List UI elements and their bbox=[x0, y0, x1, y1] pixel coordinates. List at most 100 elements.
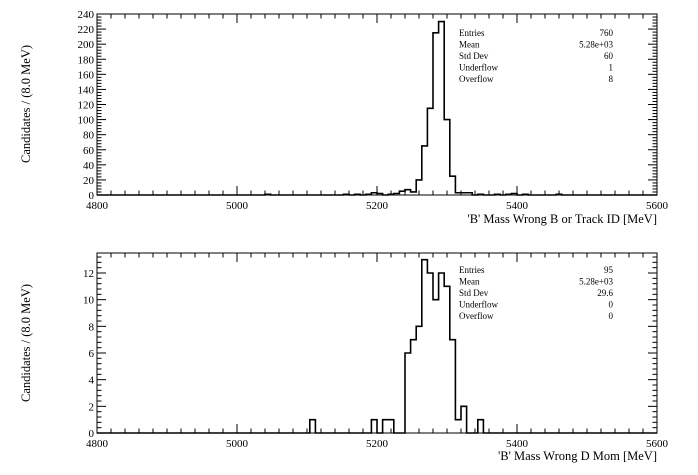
y-tick-label: 200 bbox=[78, 39, 95, 51]
y-tick-label: 40 bbox=[83, 160, 95, 172]
stats-value: 5.28e+03 bbox=[579, 277, 613, 287]
histogram-bin bbox=[265, 194, 271, 195]
y-tick-label: 0 bbox=[89, 428, 95, 440]
histogram-bin bbox=[416, 180, 422, 195]
histogram-bin bbox=[439, 273, 445, 433]
y-tick-label: 10 bbox=[83, 295, 95, 307]
histogram-bin bbox=[355, 194, 361, 195]
histogram-bin bbox=[405, 353, 411, 433]
histogram-bin bbox=[399, 191, 405, 195]
histogram-bin bbox=[427, 108, 433, 195]
histogram-bin bbox=[506, 194, 512, 195]
histogram-bin bbox=[433, 33, 439, 195]
stats-label: Std Dev bbox=[459, 51, 489, 61]
histogram-bin bbox=[383, 420, 389, 433]
stats-value: 0 bbox=[609, 300, 614, 310]
stats-value: 29.6 bbox=[597, 288, 613, 298]
x-axis-label: 'B' Mass Wrong B or Track ID [MeV] bbox=[467, 212, 657, 226]
histogram-bin bbox=[461, 406, 467, 433]
histogram-bin bbox=[388, 420, 394, 433]
x-tick-label: 5000 bbox=[226, 438, 249, 450]
plot-frame bbox=[96, 252, 658, 434]
histogram-bin bbox=[394, 193, 400, 195]
stats-label: Entries bbox=[459, 265, 485, 275]
x-tick-label: 5600 bbox=[646, 200, 669, 212]
y-tick-label: 180 bbox=[78, 54, 95, 66]
y-tick-label: 6 bbox=[89, 348, 95, 360]
x-tick-label: 5400 bbox=[506, 438, 529, 450]
y-tick-label: 100 bbox=[78, 115, 95, 127]
stats-label: Overflow bbox=[459, 74, 494, 84]
y-tick-label: 0 bbox=[89, 190, 95, 202]
histogram-bin bbox=[411, 192, 417, 195]
stats-value: 8 bbox=[609, 74, 614, 84]
histogram-bin bbox=[495, 194, 501, 195]
histogram-outline bbox=[97, 258, 657, 434]
histogram-bin bbox=[405, 190, 411, 195]
histogram-bin bbox=[444, 286, 450, 433]
x-tick-label: 5200 bbox=[366, 438, 389, 450]
histogram-bin bbox=[366, 194, 372, 195]
histogram-bin bbox=[416, 326, 422, 433]
y-tick-label: 120 bbox=[78, 100, 95, 112]
y-tick-label: 160 bbox=[78, 69, 95, 81]
histogram-panel-1: 4800 5000 5200 5400 5600 0 20 40 60 80 100 120 140 16… bbox=[19, 9, 669, 226]
stats-label: Std Dev bbox=[459, 288, 489, 298]
histogram-bin bbox=[343, 194, 349, 195]
x-tick-label: 5400 bbox=[506, 200, 529, 212]
histogram-bin bbox=[455, 193, 461, 195]
stats-value: 5.28e+03 bbox=[579, 40, 613, 50]
y-tick-label: 140 bbox=[78, 84, 95, 96]
histogram-bin bbox=[461, 193, 467, 195]
stats-value: 95 bbox=[604, 265, 614, 275]
stats-value: 0 bbox=[609, 311, 614, 321]
histogram-bin bbox=[388, 194, 394, 195]
histogram-bin bbox=[411, 340, 417, 433]
histogram-bin bbox=[455, 420, 461, 433]
histogram-bin bbox=[422, 260, 428, 433]
stats-value: 60 bbox=[604, 51, 614, 61]
plot-frame bbox=[96, 13, 658, 196]
stats-label: Mean bbox=[459, 40, 480, 50]
stats-label: Underflow bbox=[459, 300, 498, 310]
x-tick-label: 4800 bbox=[86, 200, 109, 212]
stats-value: 760 bbox=[600, 28, 614, 38]
stats-label: Entries bbox=[459, 28, 485, 38]
y-tick-label: 4 bbox=[89, 375, 95, 387]
y-axis-label: Candidates / (8.0 MeV) bbox=[19, 45, 33, 163]
stats-label: Underflow bbox=[459, 63, 498, 73]
y-axis-label: Candidates / (8.0 MeV) bbox=[19, 284, 33, 402]
histogram-bin bbox=[371, 420, 377, 433]
histogram-bin bbox=[450, 176, 456, 195]
y-tick-label: 80 bbox=[83, 130, 95, 142]
histogram-bin bbox=[478, 194, 484, 195]
histogram-bin bbox=[439, 22, 445, 195]
histogram-bin bbox=[310, 420, 316, 433]
histogram-bin bbox=[467, 193, 473, 195]
y-tick-label: 2 bbox=[89, 401, 95, 413]
y-tick-label: 20 bbox=[83, 175, 95, 187]
y-tick-label: 60 bbox=[83, 145, 95, 157]
y-tick-label: 8 bbox=[89, 321, 95, 333]
x-tick-label: 5200 bbox=[366, 200, 389, 212]
y-tick-label: 12 bbox=[83, 268, 94, 280]
stats-label: Overflow bbox=[459, 311, 494, 321]
stats-label: Mean bbox=[459, 277, 480, 287]
histogram-bin bbox=[422, 146, 428, 195]
x-tick-label: 5600 bbox=[646, 438, 669, 450]
x-tick-label: 5000 bbox=[226, 200, 249, 212]
histogram-bin bbox=[433, 300, 439, 433]
x-tick-label: 4800 bbox=[86, 438, 109, 450]
y-tick-label: 220 bbox=[78, 24, 95, 36]
histogram-bin bbox=[556, 194, 562, 195]
histogram-bin bbox=[377, 193, 383, 195]
histogram-bin bbox=[478, 420, 484, 433]
histogram-bin bbox=[371, 193, 377, 195]
histogram-bin bbox=[523, 194, 529, 195]
histogram-panel-2: 4800 5000 5200 5400 5600 0 2 4 6 8 10 12 Candidates … bbox=[19, 252, 669, 463]
y-tick-label: 240 bbox=[78, 9, 95, 21]
histogram-bin bbox=[444, 120, 450, 195]
histogram-bin bbox=[450, 340, 456, 433]
x-axis-label: 'B' Mass Wrong D Mom [MeV] bbox=[498, 449, 657, 463]
